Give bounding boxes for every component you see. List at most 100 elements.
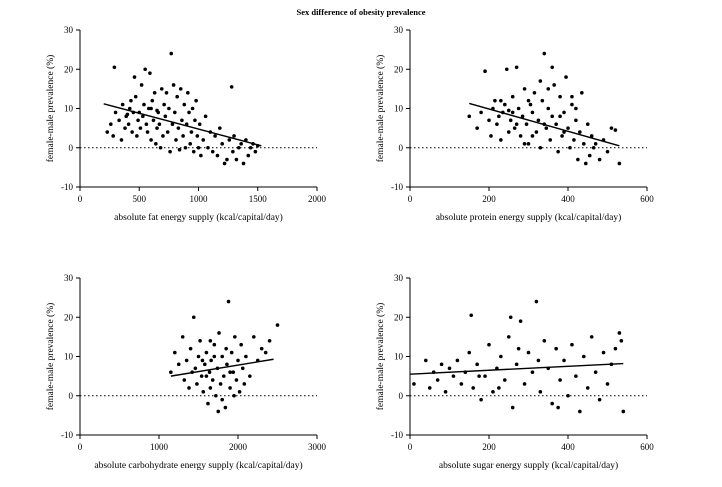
data-point	[187, 110, 191, 115]
data-point	[213, 134, 217, 138]
data-point	[516, 106, 521, 111]
data-point	[526, 98, 531, 103]
data-point	[566, 393, 570, 398]
data-point	[475, 126, 479, 130]
y-tick-label: 30	[64, 25, 74, 35]
data-point	[112, 65, 117, 70]
data-point	[212, 354, 217, 359]
data-point	[135, 134, 139, 138]
data-point	[201, 390, 206, 394]
data-point	[554, 346, 558, 351]
data-point	[585, 386, 590, 390]
data-point	[207, 370, 212, 374]
data-point	[210, 378, 215, 382]
data-point	[443, 390, 448, 394]
data-point	[617, 161, 622, 166]
data-point	[237, 390, 242, 394]
data-point	[495, 122, 499, 126]
data-point	[180, 335, 185, 339]
data-point	[447, 366, 452, 371]
data-point	[487, 118, 491, 123]
data-point	[188, 142, 193, 146]
data-point	[198, 339, 202, 343]
data-point	[435, 378, 440, 382]
data-point	[530, 370, 535, 374]
data-point	[184, 358, 189, 363]
data-point	[546, 87, 551, 91]
data-point	[522, 87, 527, 91]
data-point	[105, 130, 110, 134]
y-tick-label: 0	[399, 391, 404, 401]
data-point	[201, 138, 206, 142]
data-point	[572, 138, 576, 142]
data-point	[204, 374, 209, 378]
data-point	[220, 354, 224, 359]
data-point	[229, 85, 234, 89]
data-point	[489, 134, 493, 138]
data-point	[558, 378, 562, 382]
data-point	[585, 122, 590, 126]
data-point	[491, 390, 495, 394]
data-point	[605, 149, 610, 154]
data-point	[173, 110, 177, 115]
data-point	[554, 122, 558, 126]
trend-line	[103, 103, 262, 147]
y-tick-label: 20	[64, 312, 74, 322]
chart-protein: -10 0 10 20 30 0 200 400 600 absolute protein ene…	[375, 25, 654, 223]
data-point	[455, 358, 460, 363]
data-point	[242, 382, 247, 386]
data-point	[566, 126, 570, 130]
data-point	[263, 350, 268, 355]
data-point	[613, 128, 618, 132]
data-point	[609, 126, 614, 130]
data-point	[159, 87, 164, 91]
data-point	[127, 106, 132, 111]
data-point	[180, 118, 184, 123]
data-point	[231, 149, 235, 154]
data-point	[427, 386, 432, 390]
trend-line	[409, 362, 624, 375]
data-point	[558, 94, 562, 99]
y-tick-label: 30	[64, 273, 74, 283]
data-point	[196, 145, 201, 150]
x-tick-label: 1000	[150, 442, 169, 452]
data-point	[239, 142, 243, 146]
data-point	[163, 114, 168, 119]
data-point	[556, 149, 560, 154]
data-point	[145, 130, 150, 134]
data-point	[479, 397, 483, 402]
data-point	[526, 142, 531, 146]
data-point	[164, 91, 169, 95]
data-point	[228, 386, 232, 390]
data-point	[503, 102, 507, 107]
data-point	[589, 335, 594, 339]
data-point	[161, 134, 165, 138]
data-point	[248, 374, 252, 378]
data-point	[234, 157, 239, 162]
data-point	[506, 130, 511, 134]
data-point	[129, 98, 133, 103]
y-tick-label: 10	[64, 104, 74, 114]
figure-title: Sex difference of obesity prevalence	[296, 7, 425, 17]
data-point	[467, 114, 472, 119]
data-point	[526, 350, 531, 355]
data-point	[171, 83, 176, 87]
data-point	[241, 161, 246, 166]
data-point	[570, 102, 574, 107]
data-point	[206, 145, 210, 150]
y-tick-label: 0	[399, 143, 404, 153]
data-point	[187, 386, 191, 390]
data-point	[487, 342, 491, 347]
data-point	[467, 350, 472, 355]
data-point	[617, 331, 622, 335]
data-point	[536, 118, 541, 123]
data-point	[542, 51, 547, 56]
data-point	[234, 378, 239, 382]
data-point	[195, 382, 199, 386]
data-point	[591, 145, 596, 150]
chart-sugar: -10 0 10 20 30 0 200 400 600 absolute sugar energ…	[375, 273, 654, 471]
data-point	[182, 378, 187, 382]
data-point	[195, 134, 200, 138]
data-point	[578, 130, 582, 134]
data-point	[564, 75, 568, 79]
